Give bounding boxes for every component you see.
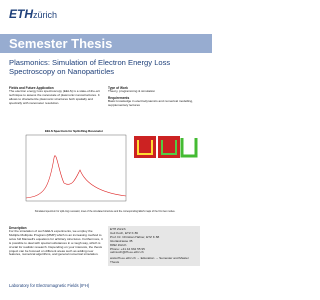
footer: Laboratory for Electromagnetic Fields (I… xyxy=(9,283,90,288)
figure-title: EELS Spectrum for Split-Ring Resonator xyxy=(45,129,104,133)
text: For the simulation of such EELS experime… xyxy=(9,229,103,257)
heading: Fields and Future Application xyxy=(9,86,54,90)
logo-rest: zürich xyxy=(33,10,58,20)
contact-line: Gloriastrasse 35 xyxy=(110,238,133,243)
contact: ETH Zürich Ueli Koch, ETZ K 86 Prof. Dr. C… xyxy=(108,226,200,266)
contact-line: ETH Zürich xyxy=(110,227,126,231)
contact-line: 8092 Zürich xyxy=(110,242,127,247)
title: Plasmonics: Simulation of Electron Energ… xyxy=(9,58,171,76)
map-1-shape xyxy=(137,140,153,155)
type-of-work: Type of Work Theory, programming & simul… xyxy=(108,86,202,108)
banner: Semester Thesis xyxy=(0,34,212,53)
logo: ETHzürich xyxy=(9,7,57,21)
contact-line: ueli.koch@ifh.ee.ethz.ch xyxy=(110,250,144,255)
contact-line: Ueli Koch, ETZ K 86 xyxy=(110,230,139,235)
structure xyxy=(180,138,198,158)
caption: Simulated spectrum for split-ring resona… xyxy=(34,210,176,213)
plot-frame xyxy=(25,134,127,202)
description: Description For the simulation of such E… xyxy=(9,226,103,257)
heading: Requirements xyxy=(108,95,130,100)
heading: Description xyxy=(9,226,27,230)
contact-line: Phone: +41 44 632 55 95 xyxy=(110,246,145,251)
spectrum-curve xyxy=(25,155,127,199)
logo-bold: ETH xyxy=(9,7,33,21)
banner-text: Semester Thesis xyxy=(9,36,113,51)
page: ETHzürich Semester Thesis Plasmonics: Si… xyxy=(0,7,212,288)
contact-lines: ETH Zürich Ueli Koch, ETZ K 86 Prof. Dr. C… xyxy=(110,227,198,255)
text: Theory, programming & simulation xyxy=(108,89,156,93)
map-1 xyxy=(134,136,156,158)
figure: EELS Spectrum for Split-Ring Resonator xyxy=(25,129,198,202)
text: The electron energy loss spectroscopy (E… xyxy=(9,89,100,105)
heading: Type of Work xyxy=(108,86,128,90)
map-2-shape xyxy=(161,140,177,155)
map-2 xyxy=(158,136,180,158)
link[interactable]: www.ifh.ee.ethz.ch → Education → Semeste… xyxy=(110,256,189,265)
text: Basic knowledge in electrodynamics and n… xyxy=(108,98,193,107)
contact-line: Prof. Dr. Christian Hafner, ETZ K 88 xyxy=(110,234,160,239)
fields: Fields and Future Application The electr… xyxy=(9,86,103,106)
